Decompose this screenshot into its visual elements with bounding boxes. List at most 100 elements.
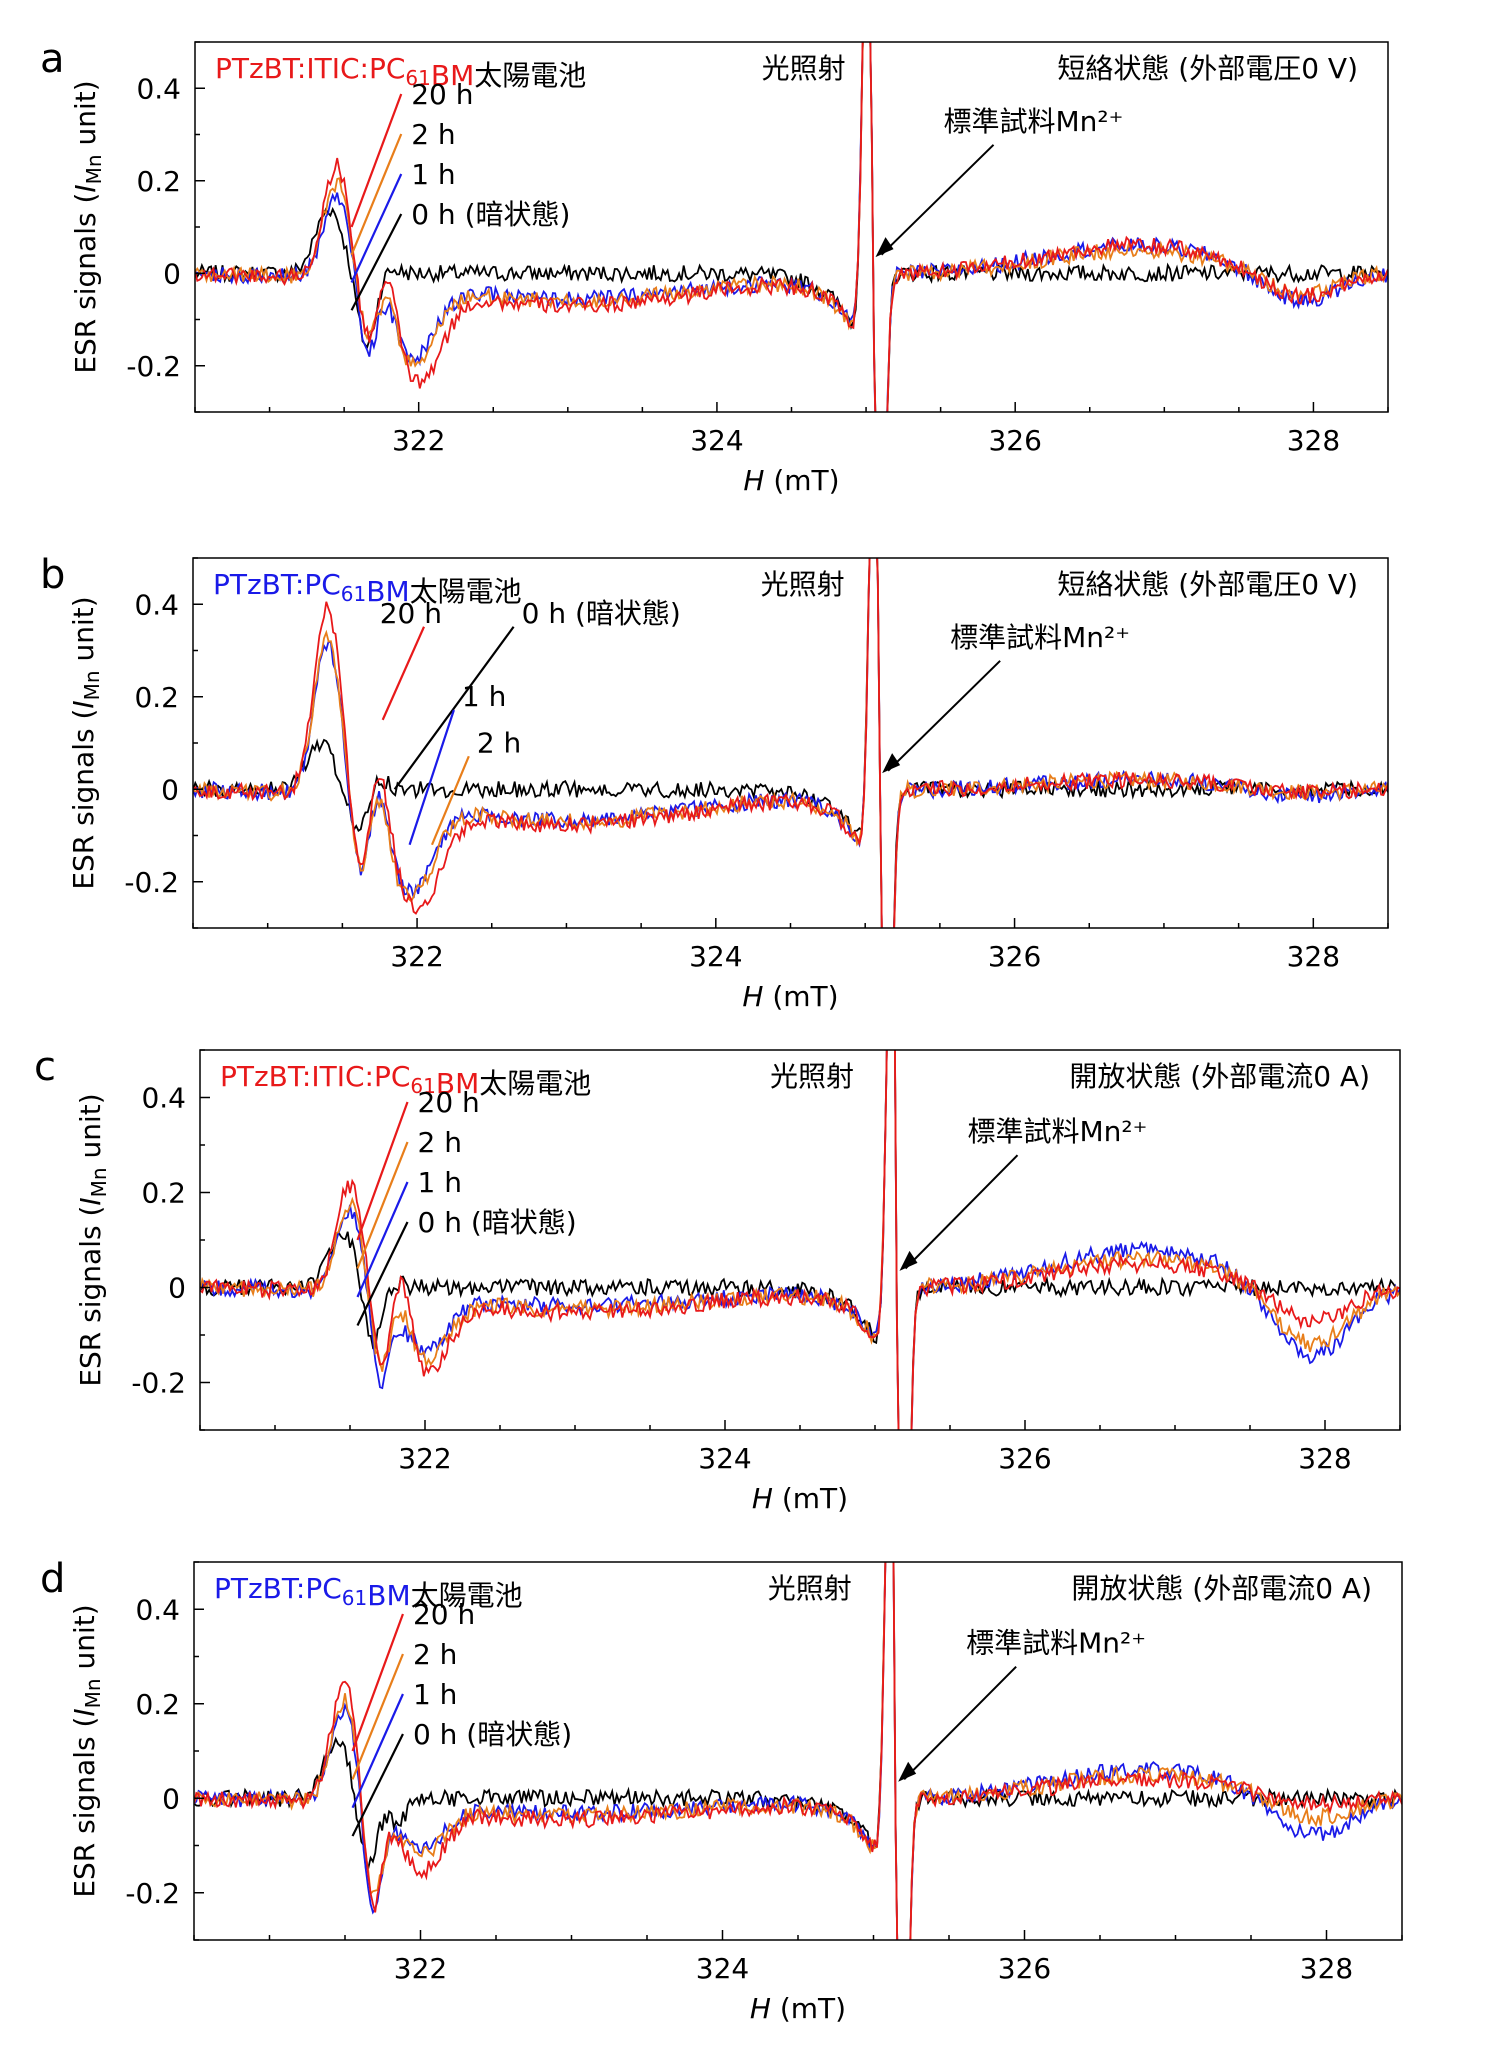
mn-arrow — [904, 1154, 1019, 1270]
series-group — [195, 42, 1388, 412]
y-tick-label: -0.2 — [126, 350, 181, 383]
legend-label: 2 h — [413, 1638, 457, 1671]
legend-leader — [356, 1221, 409, 1326]
legend-label: 2 h — [411, 118, 455, 151]
legend-leader — [356, 1101, 409, 1241]
chart-panel-b: b 322 324 326 328 -0.2 0 0.2 0.4 H (mT) ESR signal… — [40, 552, 1389, 1013]
legend-label: 20 h — [413, 1598, 475, 1631]
x-tick-label: 328 — [1298, 1442, 1351, 1475]
legend-label: 1 h — [462, 680, 506, 713]
legend-leader — [351, 1693, 404, 1809]
x-tick-label: 326 — [988, 424, 1041, 457]
y-tick-label: 0.2 — [136, 165, 181, 198]
chart-panel-c: c 322 324 326 328 -0.2 0 0.2 0.4 H (mT) ESR signal… — [34, 1044, 1401, 1515]
series-group — [200, 1050, 1400, 1430]
circuit-condition: 開放状態 (外部電流0 A) — [1071, 1572, 1372, 1605]
y-tick-label: 0 — [161, 773, 179, 806]
y-tick-label: 0 — [162, 1782, 180, 1815]
series-group — [194, 1562, 1402, 1940]
legend-label: 20 h — [418, 1086, 480, 1119]
y-tick-label: -0.2 — [124, 866, 179, 899]
series-line-20h — [193, 558, 1388, 928]
legend-leader — [351, 1733, 404, 1837]
mn-reference-label: 標準試料Mn²⁺ — [944, 105, 1124, 138]
plot-frame — [194, 41, 1389, 413]
x-tick-label: 324 — [689, 940, 742, 973]
plot-frame — [199, 1049, 1401, 1431]
legend-label: 0 h (暗状態) — [418, 1206, 577, 1239]
x-tick-label: 324 — [696, 1952, 749, 1985]
mn-reference-label: 標準試料Mn²⁺ — [950, 621, 1130, 654]
legend-leader — [350, 93, 403, 228]
y-tick-label: -0.2 — [125, 1877, 180, 1910]
legend-label: 1 h — [411, 158, 455, 191]
series-line-2h — [193, 558, 1388, 928]
legend-label: 2 h — [418, 1126, 462, 1159]
light-condition: 光照射 — [762, 52, 846, 85]
mn-arrow — [903, 1666, 1017, 1781]
mn-reference-label: 標準試料Mn²⁺ — [968, 1115, 1148, 1148]
y-tick-label: 0.4 — [141, 1082, 186, 1115]
panel-letter: c — [34, 1044, 56, 1090]
series-line-1h — [193, 558, 1388, 928]
legend-label: 0 h (暗状態) — [413, 1718, 572, 1751]
mn-arrow-head — [899, 1250, 918, 1271]
series-line-0h — [194, 1562, 1402, 1940]
y-tick-label: 0 — [163, 257, 181, 290]
chart-panel-a: a 322 324 326 328 -0.2 0 0.2 0.4 H (mT) ESR signal… — [40, 36, 1389, 497]
legend-leader — [381, 626, 426, 721]
y-axis-title: ESR signals (IMn unit) — [69, 80, 106, 373]
panel-letter: d — [40, 1556, 65, 1602]
sample-title: PTzBT:ITIC:PC61BM太陽電池 — [215, 52, 586, 92]
y-tick-label: 0.2 — [141, 1177, 186, 1210]
x-axis-title: H (mT) — [742, 980, 838, 1013]
sample-title: PTzBT:PC61BM太陽電池 — [214, 1572, 523, 1612]
legend-label: 20 h — [411, 78, 473, 111]
plot-frame — [192, 557, 1389, 929]
legend-label: 1 h — [413, 1678, 457, 1711]
y-tick-label: -0.2 — [131, 1367, 186, 1400]
y-tick-label: 0.2 — [134, 681, 179, 714]
legend-leader — [356, 1181, 409, 1298]
y-axis-title: ESR signals (IMn unit) — [74, 1093, 111, 1386]
legend-leader — [350, 213, 403, 311]
x-tick-label: 328 — [1300, 1952, 1353, 1985]
panel-letter: b — [40, 552, 65, 598]
series-line-2h — [194, 1562, 1402, 1940]
mn-reference-label: 標準試料Mn²⁺ — [966, 1627, 1146, 1660]
mn-arrow-head — [882, 753, 901, 774]
legend-leader — [356, 1141, 409, 1269]
x-tick-label: 322 — [392, 424, 445, 457]
x-axis-title: H (mT) — [743, 464, 839, 497]
legend-label: 0 h (暗状態) — [522, 597, 681, 630]
legend-label: 0 h (暗状態) — [411, 198, 570, 231]
y-tick-label: 0.4 — [135, 1593, 180, 1626]
legend-leader — [350, 133, 403, 256]
legend-leader — [350, 173, 403, 283]
y-tick-label: 0.2 — [135, 1688, 180, 1721]
x-axis-title: H (mT) — [752, 1482, 848, 1515]
legend-label: 1 h — [418, 1166, 462, 1199]
x-tick-label: 324 — [698, 1442, 751, 1475]
light-condition: 光照射 — [761, 568, 845, 601]
x-tick-label: 326 — [998, 1442, 1051, 1475]
y-axis-title: ESR signals (IMn unit) — [68, 1604, 105, 1897]
legend-leader — [393, 626, 515, 790]
x-tick-label: 326 — [988, 940, 1041, 973]
mn-arrow-head — [875, 237, 894, 258]
circuit-condition: 短絡状態 (外部電圧0 V) — [1057, 52, 1358, 85]
x-tick-label: 326 — [998, 1952, 1051, 1985]
panel-letter: a — [40, 36, 65, 82]
y-axis-title: ESR signals (IMn unit) — [67, 596, 104, 889]
mn-arrow — [880, 144, 995, 256]
y-tick-label: 0 — [168, 1272, 186, 1305]
series-group — [193, 558, 1388, 928]
x-tick-label: 322 — [394, 1952, 447, 1985]
y-tick-label: 0.4 — [134, 588, 179, 621]
series-line-20h — [194, 1562, 1402, 1940]
sample-title: PTzBT:PC61BM太陽電池 — [213, 568, 522, 608]
x-tick-label: 322 — [398, 1442, 451, 1475]
x-tick-label: 328 — [1287, 424, 1340, 457]
series-line-20h — [200, 1050, 1400, 1430]
legend-leader — [430, 755, 470, 846]
